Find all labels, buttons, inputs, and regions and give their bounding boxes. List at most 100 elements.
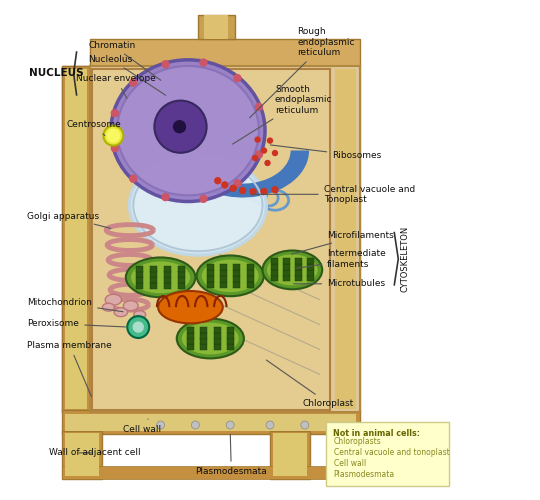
Circle shape bbox=[111, 110, 118, 116]
FancyBboxPatch shape bbox=[233, 270, 240, 276]
FancyBboxPatch shape bbox=[65, 414, 356, 431]
FancyBboxPatch shape bbox=[213, 338, 220, 344]
Circle shape bbox=[261, 148, 267, 153]
Circle shape bbox=[255, 137, 260, 142]
Ellipse shape bbox=[267, 254, 318, 286]
FancyBboxPatch shape bbox=[247, 270, 254, 276]
Circle shape bbox=[192, 421, 199, 429]
FancyBboxPatch shape bbox=[283, 264, 290, 270]
FancyBboxPatch shape bbox=[271, 270, 278, 276]
FancyBboxPatch shape bbox=[233, 264, 240, 270]
FancyBboxPatch shape bbox=[90, 38, 360, 66]
FancyBboxPatch shape bbox=[200, 338, 207, 344]
FancyBboxPatch shape bbox=[207, 264, 213, 270]
Text: Chloroplast: Chloroplast bbox=[266, 360, 354, 408]
FancyBboxPatch shape bbox=[136, 272, 143, 278]
FancyBboxPatch shape bbox=[62, 466, 360, 478]
Text: Smooth
endoplasmic
reticulum: Smooth endoplasmic reticulum bbox=[233, 85, 333, 144]
FancyBboxPatch shape bbox=[62, 66, 90, 412]
FancyBboxPatch shape bbox=[200, 332, 207, 338]
Circle shape bbox=[234, 180, 241, 187]
Circle shape bbox=[261, 188, 267, 194]
FancyBboxPatch shape bbox=[213, 327, 220, 332]
FancyBboxPatch shape bbox=[220, 276, 227, 282]
FancyBboxPatch shape bbox=[187, 332, 194, 338]
Text: Wall of adjacent cell: Wall of adjacent cell bbox=[49, 448, 140, 458]
Circle shape bbox=[230, 186, 236, 191]
FancyBboxPatch shape bbox=[247, 276, 254, 282]
FancyBboxPatch shape bbox=[283, 270, 290, 276]
Circle shape bbox=[250, 188, 256, 194]
Ellipse shape bbox=[106, 128, 120, 142]
Text: Centrosome: Centrosome bbox=[66, 120, 121, 136]
FancyBboxPatch shape bbox=[332, 66, 360, 412]
Ellipse shape bbox=[105, 294, 122, 305]
Circle shape bbox=[133, 322, 143, 332]
Text: Ribosomes: Ribosomes bbox=[271, 145, 381, 160]
FancyBboxPatch shape bbox=[136, 283, 143, 289]
FancyBboxPatch shape bbox=[150, 283, 157, 289]
FancyBboxPatch shape bbox=[307, 258, 314, 264]
Text: Rough
endoplasmic
reticulum: Rough endoplasmic reticulum bbox=[249, 28, 355, 118]
Ellipse shape bbox=[104, 126, 123, 146]
Ellipse shape bbox=[202, 260, 259, 292]
FancyBboxPatch shape bbox=[136, 278, 143, 283]
FancyBboxPatch shape bbox=[271, 258, 278, 264]
FancyBboxPatch shape bbox=[200, 344, 207, 350]
FancyBboxPatch shape bbox=[200, 327, 207, 332]
Text: Intermediate
filaments: Intermediate filaments bbox=[295, 249, 386, 268]
FancyBboxPatch shape bbox=[227, 327, 234, 332]
Circle shape bbox=[173, 120, 185, 132]
Ellipse shape bbox=[126, 258, 195, 297]
FancyBboxPatch shape bbox=[295, 264, 302, 270]
FancyBboxPatch shape bbox=[213, 344, 220, 350]
Circle shape bbox=[267, 138, 273, 143]
Ellipse shape bbox=[134, 310, 146, 318]
FancyBboxPatch shape bbox=[65, 433, 99, 476]
Circle shape bbox=[200, 59, 207, 66]
Text: Central vacuole and tonoplast: Central vacuole and tonoplast bbox=[334, 448, 449, 457]
Circle shape bbox=[130, 79, 137, 86]
FancyBboxPatch shape bbox=[136, 266, 143, 272]
Ellipse shape bbox=[123, 300, 138, 310]
Ellipse shape bbox=[182, 322, 239, 354]
FancyBboxPatch shape bbox=[326, 422, 449, 486]
FancyBboxPatch shape bbox=[62, 432, 102, 478]
Circle shape bbox=[253, 156, 258, 160]
FancyBboxPatch shape bbox=[233, 282, 240, 288]
Text: CYTOSKELETON: CYTOSKELETON bbox=[401, 226, 410, 292]
FancyBboxPatch shape bbox=[227, 344, 234, 350]
Ellipse shape bbox=[262, 250, 322, 290]
Text: Microfilaments: Microfilaments bbox=[292, 230, 394, 254]
FancyBboxPatch shape bbox=[273, 433, 307, 476]
FancyBboxPatch shape bbox=[187, 327, 194, 332]
Ellipse shape bbox=[117, 66, 259, 196]
Ellipse shape bbox=[114, 308, 127, 316]
Text: Peroxisome: Peroxisome bbox=[28, 319, 125, 328]
Text: Chloroplasts: Chloroplasts bbox=[334, 437, 381, 446]
FancyBboxPatch shape bbox=[150, 266, 157, 272]
Circle shape bbox=[255, 151, 262, 158]
Text: Nuclear envelope: Nuclear envelope bbox=[76, 74, 156, 98]
Circle shape bbox=[234, 74, 241, 82]
Ellipse shape bbox=[158, 291, 223, 324]
FancyBboxPatch shape bbox=[207, 282, 213, 288]
Text: Nucleolus: Nucleolus bbox=[89, 54, 166, 96]
Ellipse shape bbox=[154, 100, 207, 153]
Circle shape bbox=[272, 187, 278, 192]
Circle shape bbox=[162, 194, 169, 200]
FancyBboxPatch shape bbox=[270, 432, 310, 478]
Text: Chromatin: Chromatin bbox=[89, 40, 161, 80]
FancyBboxPatch shape bbox=[220, 270, 227, 276]
Circle shape bbox=[266, 421, 274, 429]
FancyBboxPatch shape bbox=[198, 15, 235, 38]
Ellipse shape bbox=[131, 262, 190, 294]
FancyBboxPatch shape bbox=[271, 264, 278, 270]
FancyBboxPatch shape bbox=[295, 258, 302, 264]
Text: Plasma membrane: Plasma membrane bbox=[28, 341, 112, 396]
FancyBboxPatch shape bbox=[295, 276, 302, 281]
Ellipse shape bbox=[111, 60, 265, 202]
FancyBboxPatch shape bbox=[187, 344, 194, 350]
Circle shape bbox=[226, 421, 234, 429]
Text: Microtubules: Microtubules bbox=[294, 280, 386, 288]
